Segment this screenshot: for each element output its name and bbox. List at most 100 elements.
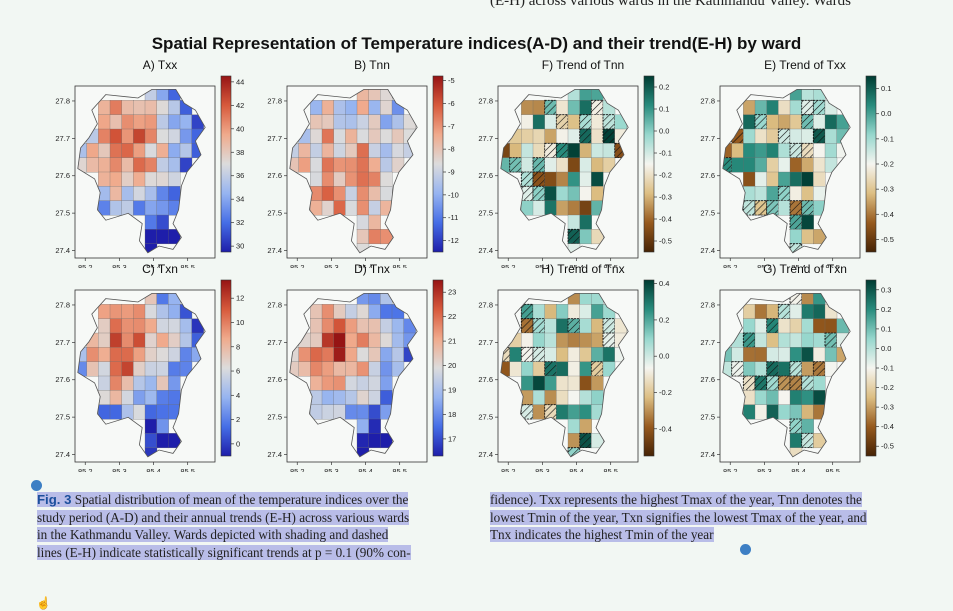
ward-cell: [521, 114, 534, 130]
ward-cell: [298, 157, 311, 173]
ward-cell: [321, 128, 335, 144]
map-chart: 85.2 85.3 85.4 85.5 27.8 27.7 27.6 27.5 27.4 44 42…: [55, 75, 244, 268]
ward-cell: [754, 171, 768, 187]
ward-cell: [801, 304, 814, 320]
ward-cell: [144, 404, 158, 420]
significant-ward: [590, 361, 604, 377]
ward-cell: [556, 200, 569, 216]
ward-cell: [368, 143, 381, 159]
ward-cell: [333, 186, 346, 202]
ward-cell: [579, 157, 592, 173]
ward-cell: [766, 128, 779, 144]
ward-cell: [368, 229, 381, 245]
ward-cell: [98, 114, 111, 130]
selection-end-handle[interactable]: [740, 544, 751, 555]
x-tick-label: 85.3: [535, 263, 550, 268]
significant-ward: [544, 404, 557, 420]
caption-label: Fig. 3: [37, 492, 72, 507]
ward-cell: [368, 157, 381, 173]
colorbar-tick-label: -0.2: [881, 383, 894, 392]
significant-ward: [532, 171, 546, 187]
ward-cell: [133, 114, 146, 130]
ward-cell: [98, 128, 111, 144]
significant-ward: [544, 99, 557, 115]
ward-cell: [345, 332, 358, 348]
ward-cell: [766, 332, 779, 348]
colorbar-tick-label: -10: [448, 190, 459, 199]
ward-cell: [591, 304, 604, 320]
ward-cell: [356, 304, 370, 320]
chart-panel: C) Txn 85.2 85.3 85.4 85.5 27.8 27.7 27.6 27.5 27…: [45, 262, 250, 472]
ward-cell: [754, 332, 768, 348]
significant-ward: [789, 142, 803, 159]
colorbar-tick-label: 0: [236, 439, 240, 448]
significant-ward: [777, 375, 791, 391]
ward-cell: [179, 128, 193, 144]
ward-cell: [144, 100, 158, 116]
ward-cell: [144, 128, 158, 144]
chart-panel: F) Trend of Tnn 85.2 85.3 85.4 85.5 27.8 27.7 2…: [468, 58, 673, 268]
ward-cell: [345, 114, 358, 130]
ward-cell: [144, 157, 158, 173]
selection-start-handle[interactable]: [31, 480, 42, 491]
ward-cell: [579, 390, 592, 406]
ward-cell: [156, 171, 169, 187]
ward-cell: [368, 186, 381, 202]
ward-cell: [345, 157, 358, 173]
colorbar-tick-label: 0.2: [881, 305, 891, 314]
ward-cell: [310, 171, 323, 187]
colorbar-tick-label: 17: [448, 434, 456, 443]
ward-cell: [602, 347, 616, 363]
ward-cell: [168, 186, 181, 202]
y-tick-label: 27.7: [478, 338, 493, 347]
ward-cell: [321, 404, 335, 420]
ward-cell: [579, 229, 592, 245]
y-tick-label: 27.5: [55, 413, 70, 422]
ward-cell: [532, 404, 546, 420]
colorbar-tick-label: 0.1: [881, 84, 891, 93]
significant-ward: [766, 200, 779, 216]
colorbar-tick-label: 6: [236, 367, 240, 376]
ward-cell: [321, 318, 335, 334]
ward-cell: [144, 143, 158, 159]
ward-cell: [345, 404, 358, 420]
ward-cell: [345, 100, 358, 116]
ward-cell: [801, 418, 814, 434]
ward-cell: [144, 214, 158, 230]
colorbar-tick-label: 0.1: [881, 324, 891, 333]
ward-cell: [98, 375, 111, 391]
ward-cell: [321, 332, 335, 348]
ward-cell: [789, 229, 803, 245]
significant-ward: [789, 375, 803, 391]
colorbar-tick-label: 0.4: [659, 279, 669, 288]
caption-left[interactable]: Fig. 3 Spatial distribution of mean of t…: [37, 491, 461, 561]
ward-cell: [579, 214, 592, 230]
ward-cell: [356, 390, 370, 406]
y-tick-label: 27.6: [478, 171, 493, 180]
ward-cell: [156, 390, 169, 406]
colorbar-tick-label: 38: [236, 148, 244, 157]
ward-cell: [743, 143, 756, 159]
ward-cell: [789, 114, 803, 130]
ward-cell: [801, 171, 814, 187]
ward-cell: [321, 114, 335, 130]
x-tick-label: 85.4: [569, 263, 584, 268]
ward-cell: [356, 200, 370, 216]
ward-cell: [168, 304, 181, 320]
y-tick-label: 27.5: [267, 413, 282, 422]
ward-cell: [109, 390, 123, 406]
ward-cell: [579, 318, 592, 334]
ward-cell: [368, 214, 381, 230]
ward-cell: [754, 361, 768, 377]
ward-cell: [321, 375, 335, 391]
ward-cell: [356, 100, 370, 116]
ward-cell: [778, 114, 791, 130]
colorbar-tick-label: 4: [236, 391, 240, 400]
ward-cell: [156, 214, 169, 230]
ward-cell: [310, 347, 323, 363]
caption-right[interactable]: fidence). Txx represents the highest Tma…: [490, 491, 914, 544]
colorbar-tick-label: 42: [236, 101, 244, 110]
x-tick-label: 85.5: [392, 467, 407, 472]
ward-cell: [168, 361, 181, 377]
ward-cell: [567, 332, 581, 348]
